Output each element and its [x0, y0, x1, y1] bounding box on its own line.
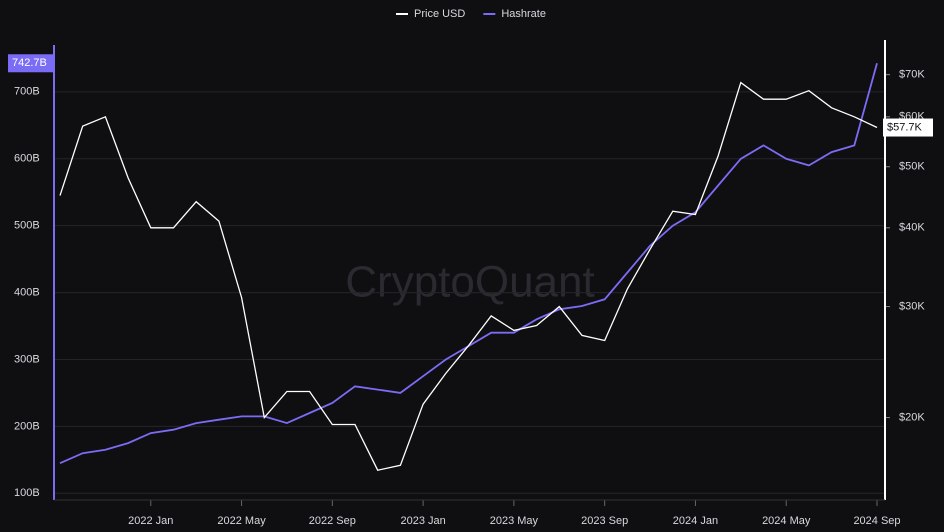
- watermark: CryptoQuant: [345, 258, 594, 307]
- y-tick-label: 600B: [14, 153, 40, 165]
- y2-tick-label: $40K: [899, 222, 925, 234]
- y2-tick-label: $50K: [899, 161, 925, 173]
- x-tick-label: 2024 Sep: [853, 515, 900, 527]
- x-tick-label: 2024 May: [762, 515, 811, 527]
- x-tick-label: 2023 Sep: [581, 515, 628, 527]
- last-value-box: [883, 118, 933, 137]
- y-tick-label: 300B: [14, 353, 40, 365]
- y2-tick-label: $30K: [899, 300, 925, 312]
- last-value-label: $57.7K: [887, 121, 923, 133]
- series-line: [59, 81, 878, 471]
- legend-label: Hashrate: [501, 8, 546, 20]
- last-value-box: [8, 54, 54, 73]
- x-tick-label: 2024 Jan: [673, 515, 718, 527]
- x-tick-label: 2022 May: [217, 515, 266, 527]
- x-tick-label: 2022 Jan: [128, 515, 173, 527]
- y-tick-label: 700B: [14, 86, 40, 98]
- x-tick-label: 2023 Jan: [400, 515, 445, 527]
- y-tick-label: 400B: [14, 286, 40, 298]
- legend-label: Price USD: [414, 8, 465, 20]
- y-tick-label: 500B: [14, 220, 40, 232]
- last-value-label: 742.7B: [12, 57, 47, 69]
- y-tick-label: 200B: [14, 420, 40, 432]
- y2-tick-label: $70K: [899, 69, 925, 81]
- x-tick-label: 2023 May: [490, 515, 539, 527]
- y2-tick-label: $20K: [899, 411, 925, 423]
- x-tick-label: 2022 Sep: [309, 515, 356, 527]
- y-tick-label: 100B: [14, 487, 40, 499]
